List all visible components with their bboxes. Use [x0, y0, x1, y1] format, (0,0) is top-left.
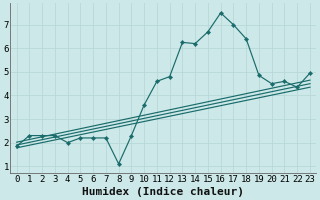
- X-axis label: Humidex (Indice chaleur): Humidex (Indice chaleur): [82, 186, 244, 197]
